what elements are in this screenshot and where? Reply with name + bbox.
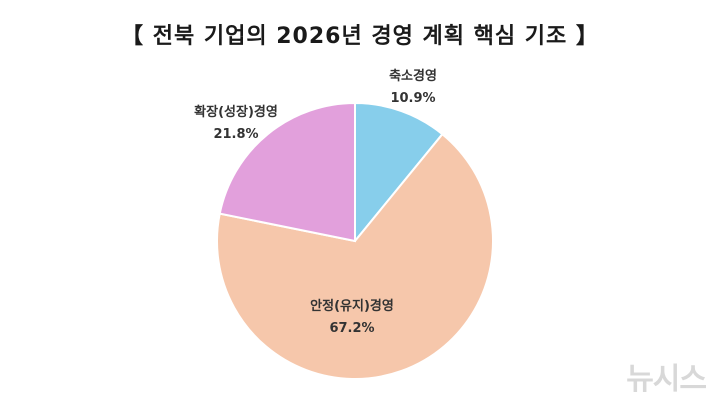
pie-slice-2 bbox=[216, 132, 494, 380]
slice-label-3: 확장(성장)경영 bbox=[194, 104, 278, 120]
slice-value-1: 10.9% bbox=[390, 91, 435, 106]
pie-slice-3 bbox=[218, 101, 356, 243]
slice-value-2: 67.2% bbox=[329, 321, 374, 336]
watermark-logo: 뉴시스 bbox=[626, 362, 707, 397]
slice-label-2: 안정(유지)경영 bbox=[310, 298, 394, 314]
pie-slice-1 bbox=[354, 101, 444, 244]
slice-value-3: 21.8% bbox=[213, 127, 258, 142]
slice-label-1: 축소경영 bbox=[389, 68, 437, 84]
chart-title: 【 전북 기업의 2026년 경영 계획 핵심 기조 】 bbox=[121, 24, 599, 49]
